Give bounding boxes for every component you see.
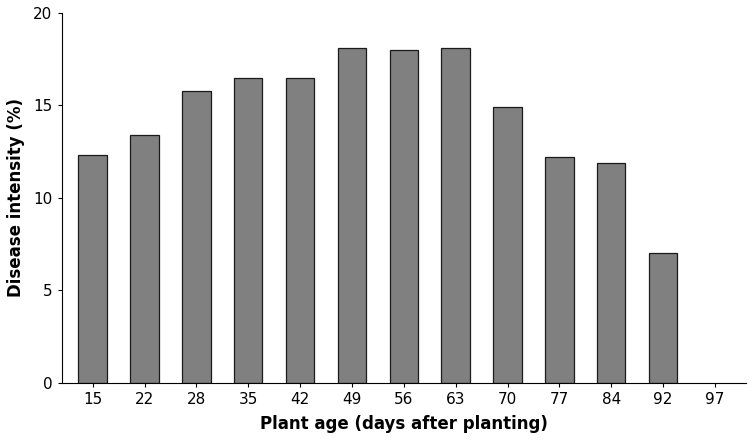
Bar — [441, 48, 470, 383]
Bar — [286, 77, 314, 383]
Bar — [649, 253, 678, 383]
Bar — [234, 77, 263, 383]
Bar — [545, 157, 574, 383]
Bar — [182, 91, 211, 383]
Bar — [493, 107, 522, 383]
Bar — [597, 163, 626, 383]
Bar — [130, 135, 159, 383]
X-axis label: Plant age (days after planting): Plant age (days after planting) — [260, 415, 547, 433]
Bar — [78, 155, 107, 383]
Bar — [389, 50, 418, 383]
Y-axis label: Disease intensity (%): Disease intensity (%) — [7, 98, 25, 297]
Bar — [337, 48, 366, 383]
